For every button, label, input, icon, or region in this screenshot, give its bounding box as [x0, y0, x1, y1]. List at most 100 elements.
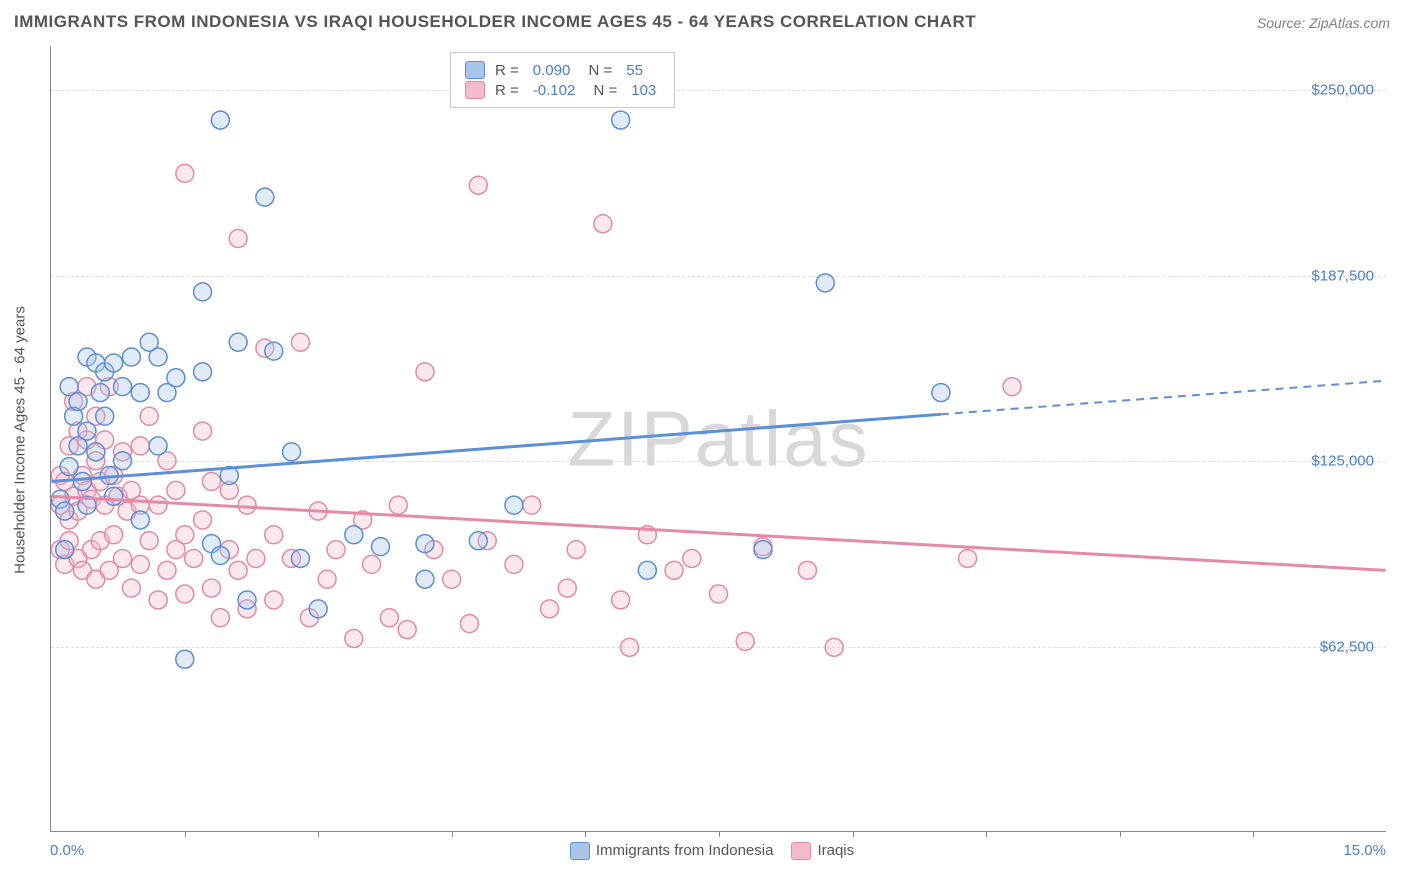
- data-point: [469, 176, 487, 194]
- data-point: [149, 437, 167, 455]
- correlation-legend: R = 0.090 N = 55 R = -0.102 N = 103: [450, 52, 675, 108]
- data-point: [131, 437, 149, 455]
- data-point: [149, 348, 167, 366]
- data-point: [185, 549, 203, 567]
- data-point: [105, 354, 123, 372]
- data-point: [816, 274, 834, 292]
- data-point: [256, 188, 274, 206]
- data-point: [56, 502, 74, 520]
- chart-title: IMMIGRANTS FROM INDONESIA VS IRAQI HOUSE…: [14, 12, 976, 32]
- data-point: [567, 541, 585, 559]
- data-point: [229, 230, 247, 248]
- data-point: [523, 496, 541, 514]
- data-point: [736, 632, 754, 650]
- y-axis-label: Householder Income Ages 45 - 64 years: [12, 306, 29, 574]
- x-tick: [585, 831, 586, 837]
- data-point: [56, 541, 74, 559]
- x-tick: [719, 831, 720, 837]
- data-point: [140, 532, 158, 550]
- data-point: [291, 549, 309, 567]
- data-point: [158, 561, 176, 579]
- data-point: [959, 549, 977, 567]
- x-tick: [318, 831, 319, 837]
- data-point: [621, 638, 639, 656]
- data-point: [612, 111, 630, 129]
- legend-n-value: 103: [631, 82, 656, 99]
- chart-svg: [51, 46, 1386, 831]
- data-point: [176, 650, 194, 668]
- data-point: [932, 384, 950, 402]
- data-point: [443, 570, 461, 588]
- series-legend: Immigrants from Indonesia Iraqis: [0, 842, 1406, 860]
- legend-series-label: Iraqis: [817, 842, 854, 859]
- data-point: [194, 363, 212, 381]
- data-point: [318, 570, 336, 588]
- data-point: [283, 443, 301, 461]
- data-point: [91, 384, 109, 402]
- swatch-icon: [791, 842, 811, 860]
- data-point: [416, 363, 434, 381]
- data-point: [176, 164, 194, 182]
- data-point: [167, 369, 185, 387]
- data-point: [131, 384, 149, 402]
- data-point: [460, 615, 478, 633]
- swatch-iraqis-icon: [465, 81, 485, 99]
- data-point: [363, 555, 381, 573]
- legend-r-value: 0.090: [533, 62, 571, 79]
- data-point: [238, 591, 256, 609]
- data-point: [167, 481, 185, 499]
- data-point: [665, 561, 683, 579]
- data-point: [398, 621, 416, 639]
- data-point: [194, 422, 212, 440]
- legend-r-label: R =: [495, 82, 519, 99]
- data-point: [114, 452, 132, 470]
- legend-r-value: -0.102: [533, 82, 576, 99]
- data-point: [176, 585, 194, 603]
- data-point: [140, 407, 158, 425]
- data-point: [265, 526, 283, 544]
- data-point: [60, 458, 78, 476]
- plot-area: ZIPatlas $62,500$125,000$187,500$250,000: [50, 46, 1386, 832]
- x-tick: [185, 831, 186, 837]
- data-point: [710, 585, 728, 603]
- data-point: [202, 472, 220, 490]
- data-point: [176, 526, 194, 544]
- data-point: [78, 422, 96, 440]
- data-point: [291, 333, 309, 351]
- source-attribution: Source: ZipAtlas.com: [1257, 15, 1390, 31]
- data-point: [825, 638, 843, 656]
- data-point: [345, 526, 363, 544]
- data-point: [798, 561, 816, 579]
- legend-row-iraqis: R = -0.102 N = 103: [465, 81, 660, 99]
- data-point: [131, 511, 149, 529]
- data-point: [69, 392, 87, 410]
- data-point: [73, 472, 91, 490]
- data-point: [558, 579, 576, 597]
- data-point: [265, 342, 283, 360]
- data-point: [416, 535, 434, 553]
- x-tick: [986, 831, 987, 837]
- x-tick: [1120, 831, 1121, 837]
- data-point: [211, 609, 229, 627]
- data-point: [371, 538, 389, 556]
- legend-series-label: Immigrants from Indonesia: [596, 842, 774, 859]
- data-point: [149, 591, 167, 609]
- legend-r-label: R =: [495, 62, 519, 79]
- data-point: [380, 609, 398, 627]
- x-tick: [1253, 831, 1254, 837]
- data-point: [229, 561, 247, 579]
- data-point: [247, 549, 265, 567]
- data-point: [389, 496, 407, 514]
- data-point: [238, 496, 256, 514]
- data-point: [309, 600, 327, 618]
- data-point: [105, 487, 123, 505]
- data-point: [345, 629, 363, 647]
- data-point: [211, 111, 229, 129]
- legend-row-indonesia: R = 0.090 N = 55: [465, 61, 660, 79]
- data-point: [1003, 378, 1021, 396]
- data-point: [105, 526, 123, 544]
- data-point: [229, 333, 247, 351]
- legend-n-label: N =: [589, 82, 617, 99]
- data-point: [149, 496, 167, 514]
- data-point: [505, 496, 523, 514]
